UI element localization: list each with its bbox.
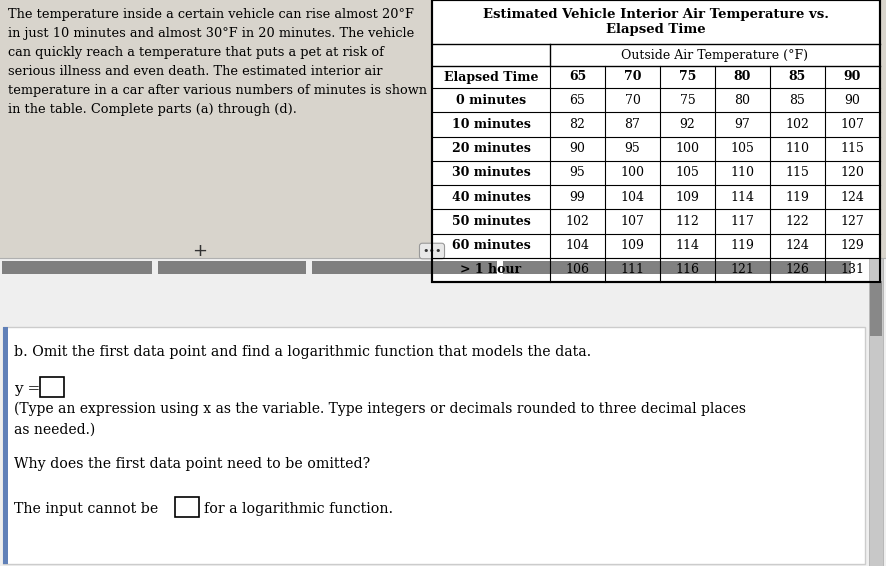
Text: Outside Air Temperature (°F): Outside Air Temperature (°F) [621,49,809,62]
Text: The temperature inside a certain vehicle can rise almost 20°F
in just 10 minutes: The temperature inside a certain vehicle… [8,8,427,116]
Text: 117: 117 [731,215,755,228]
Text: 100: 100 [675,142,700,155]
Text: The input cannot be: The input cannot be [14,502,159,516]
Text: 126: 126 [786,263,810,276]
Text: Estimated Vehicle Interior Air Temperature vs.
Elapsed Time: Estimated Vehicle Interior Air Temperatu… [483,8,829,36]
Text: 20 minutes: 20 minutes [452,142,531,155]
Bar [870,281,882,336]
Text: 90: 90 [570,142,586,155]
Text: 127: 127 [841,215,865,228]
Bar [0,0,886,246]
Text: •••: ••• [423,246,442,256]
Text: 87: 87 [625,118,641,131]
Text: 65: 65 [569,71,587,84]
Text: 114: 114 [730,191,755,204]
Bar [503,261,851,274]
Text: 110: 110 [786,142,810,155]
Text: 80: 80 [734,71,751,84]
Text: 115: 115 [841,142,865,155]
Text: 97: 97 [734,118,750,131]
Text: 112: 112 [675,215,699,228]
Text: 106: 106 [565,263,589,276]
Text: (Type an expression using x as the variable. Type integers or decimals rounded t: (Type an expression using x as the varia… [14,402,746,436]
Text: 109: 109 [675,191,699,204]
Text: 109: 109 [620,239,644,252]
Text: 65: 65 [570,93,586,106]
Text: 0 minutes: 0 minutes [456,93,526,106]
Text: 90: 90 [844,93,860,106]
Text: 124: 124 [786,239,810,252]
Text: 115: 115 [786,166,810,179]
Text: b. Omit the first data point and find a logarithmic function that models the dat: b. Omit the first data point and find a … [14,345,591,359]
Text: 85: 85 [789,93,805,106]
Bar [0,258,886,566]
Text: 129: 129 [841,239,865,252]
Text: 10 minutes: 10 minutes [452,118,531,131]
Bar [432,0,880,282]
Text: 111: 111 [620,263,644,276]
Bar [432,0,880,282]
Text: 70: 70 [625,93,641,106]
Text: 131: 131 [841,263,865,276]
Text: 104: 104 [565,239,589,252]
Text: 95: 95 [625,142,641,155]
Text: 75: 75 [679,71,696,84]
Text: 120: 120 [841,166,865,179]
Text: 122: 122 [786,215,810,228]
Bar [3,327,865,564]
Text: 121: 121 [731,263,755,276]
Text: 92: 92 [680,118,696,131]
Text: y =: y = [14,382,40,396]
Text: 30 minutes: 30 minutes [452,166,531,179]
Text: 82: 82 [570,118,586,131]
Text: 70: 70 [624,71,641,84]
Bar [3,327,8,564]
Text: 116: 116 [675,263,700,276]
Bar [2,261,152,274]
Text: 119: 119 [731,239,755,252]
Text: 104: 104 [620,191,644,204]
Text: > 1 hour: > 1 hour [461,263,522,276]
Text: 40 minutes: 40 minutes [452,191,531,204]
Text: for a logarithmic function.: for a logarithmic function. [204,502,393,516]
Text: Why does the first data point need to be omitted?: Why does the first data point need to be… [14,457,370,471]
Text: 95: 95 [570,166,586,179]
Text: 100: 100 [620,166,644,179]
Text: 90: 90 [843,71,861,84]
Text: 102: 102 [565,215,589,228]
Text: 119: 119 [786,191,810,204]
Text: 80: 80 [734,93,750,106]
Bar [175,497,199,517]
Text: 110: 110 [730,166,755,179]
Text: 107: 107 [841,118,865,131]
Text: 99: 99 [570,191,586,204]
Bar [40,377,64,397]
Bar [158,261,306,274]
Text: 60 minutes: 60 minutes [452,239,531,252]
Text: 114: 114 [675,239,700,252]
Text: 50 minutes: 50 minutes [452,215,531,228]
Text: 85: 85 [789,71,806,84]
Text: 107: 107 [620,215,644,228]
Bar [312,261,497,274]
Text: Elapsed Time: Elapsed Time [444,71,539,84]
Bar [869,258,883,566]
Text: 102: 102 [786,118,810,131]
Text: 124: 124 [841,191,865,204]
Text: 105: 105 [675,166,699,179]
Text: 75: 75 [680,93,696,106]
Text: 105: 105 [731,142,755,155]
Text: +: + [192,242,207,260]
